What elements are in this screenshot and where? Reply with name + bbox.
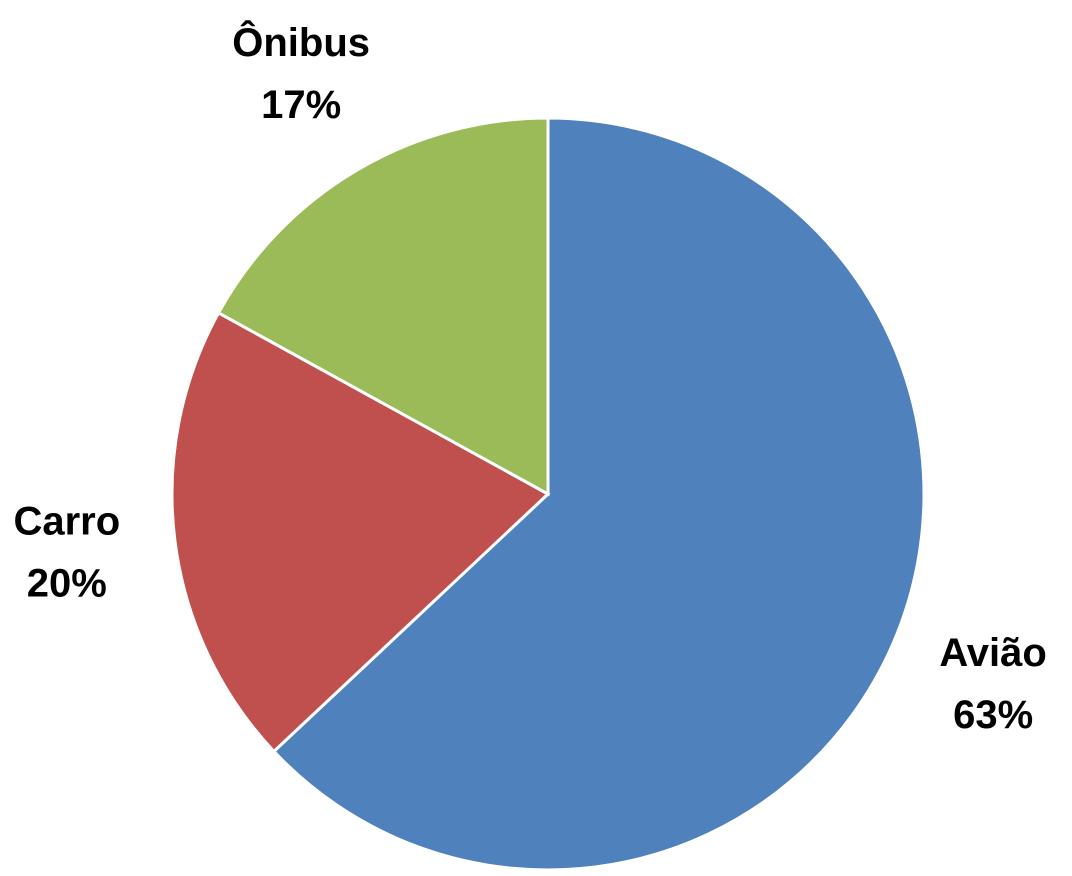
slice-label: Avião	[939, 631, 1046, 675]
pie-slice	[216, 116, 550, 497]
slice-value-label: 20%	[27, 561, 107, 605]
pie-slice	[170, 310, 551, 754]
slice-value-label: 17%	[261, 83, 341, 127]
slice-label: Ônibus	[232, 19, 370, 65]
slice-label: Carro	[13, 499, 120, 543]
pie-slice	[271, 116, 926, 872]
slice-value-label: 63%	[953, 693, 1033, 737]
